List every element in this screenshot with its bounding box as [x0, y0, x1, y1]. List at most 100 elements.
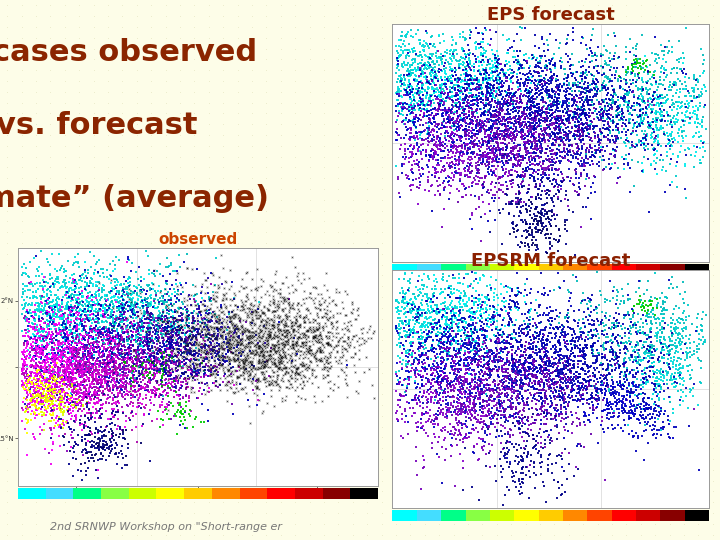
Point [636, 388, 648, 397]
Point [44, 379, 55, 387]
Point [191, 349, 202, 358]
Point [540, 364, 552, 373]
Point [52, 359, 63, 367]
Point [305, 322, 316, 331]
Point [489, 171, 500, 179]
Point [538, 73, 549, 82]
Point [651, 118, 662, 126]
Point [251, 333, 262, 342]
Point [144, 326, 156, 334]
Point [58, 357, 69, 366]
Point [459, 145, 471, 153]
Point [361, 195, 373, 204]
Point [454, 116, 466, 125]
Point [40, 345, 52, 354]
Point [468, 66, 480, 75]
Point [445, 131, 456, 139]
Point [142, 323, 153, 332]
Point [145, 360, 156, 368]
Point [422, 305, 433, 313]
Point [649, 134, 660, 143]
Point [615, 83, 626, 91]
Point [489, 111, 500, 120]
Point [245, 338, 256, 346]
Point [391, 409, 402, 418]
Point [330, 288, 341, 296]
Point [649, 357, 660, 366]
Point [36, 383, 48, 392]
Point [160, 1, 171, 10]
Point [522, 185, 534, 193]
Point [522, 76, 534, 85]
Point [611, 296, 623, 305]
Point [604, 96, 616, 104]
Point [410, 370, 421, 379]
Point [469, 338, 480, 346]
Point [231, 338, 243, 346]
Point [64, 292, 76, 300]
Point [179, 353, 190, 362]
Point [428, 126, 440, 134]
Point [554, 225, 565, 234]
Point [160, 325, 171, 334]
Point [580, 341, 591, 350]
Point [505, 124, 516, 132]
Point [674, 64, 685, 73]
Point [469, 371, 481, 380]
Point [419, 163, 431, 172]
Point [197, 390, 208, 399]
Point [466, 167, 477, 176]
Point [583, 410, 595, 419]
Point [590, 82, 602, 91]
Point [638, 398, 649, 407]
Point [50, 325, 62, 334]
Point [505, 530, 517, 539]
Point [515, 132, 526, 141]
Point [173, 400, 184, 409]
Point [393, 89, 405, 97]
Point [603, 100, 615, 109]
Point [499, 390, 510, 399]
Point [621, 69, 632, 77]
Point [621, 271, 632, 280]
Point [651, 329, 662, 338]
Point [445, 288, 456, 297]
Point [304, 325, 315, 334]
Point [125, 368, 136, 376]
Point [477, 98, 488, 107]
Point [561, 475, 572, 483]
Point [25, 356, 37, 365]
Point [90, 280, 102, 289]
Point [217, 498, 229, 507]
Point [261, 282, 272, 291]
Point [707, 519, 719, 528]
Point [654, 100, 666, 109]
Point [100, 456, 112, 464]
Point [654, 336, 665, 345]
Point [648, 144, 660, 152]
Point [595, 370, 607, 379]
Point [83, 447, 94, 456]
Point [213, 317, 225, 326]
Point [30, 384, 41, 393]
Point [293, 268, 305, 277]
Point [424, 53, 436, 62]
Point [397, 106, 408, 114]
Point [635, 444, 647, 453]
Point [88, 185, 99, 193]
Point [652, 170, 663, 178]
Point [125, 394, 137, 402]
Point [506, 379, 518, 387]
Point [456, 408, 467, 416]
Point [597, 108, 608, 117]
Point [469, 412, 481, 421]
Point [186, 346, 198, 355]
Point [535, 152, 546, 161]
Point [55, 398, 66, 407]
Point [675, 380, 686, 389]
Point [455, 335, 467, 343]
Point [505, 314, 517, 323]
Point [73, 174, 85, 183]
Point [73, 352, 85, 361]
Point [655, 40, 667, 49]
